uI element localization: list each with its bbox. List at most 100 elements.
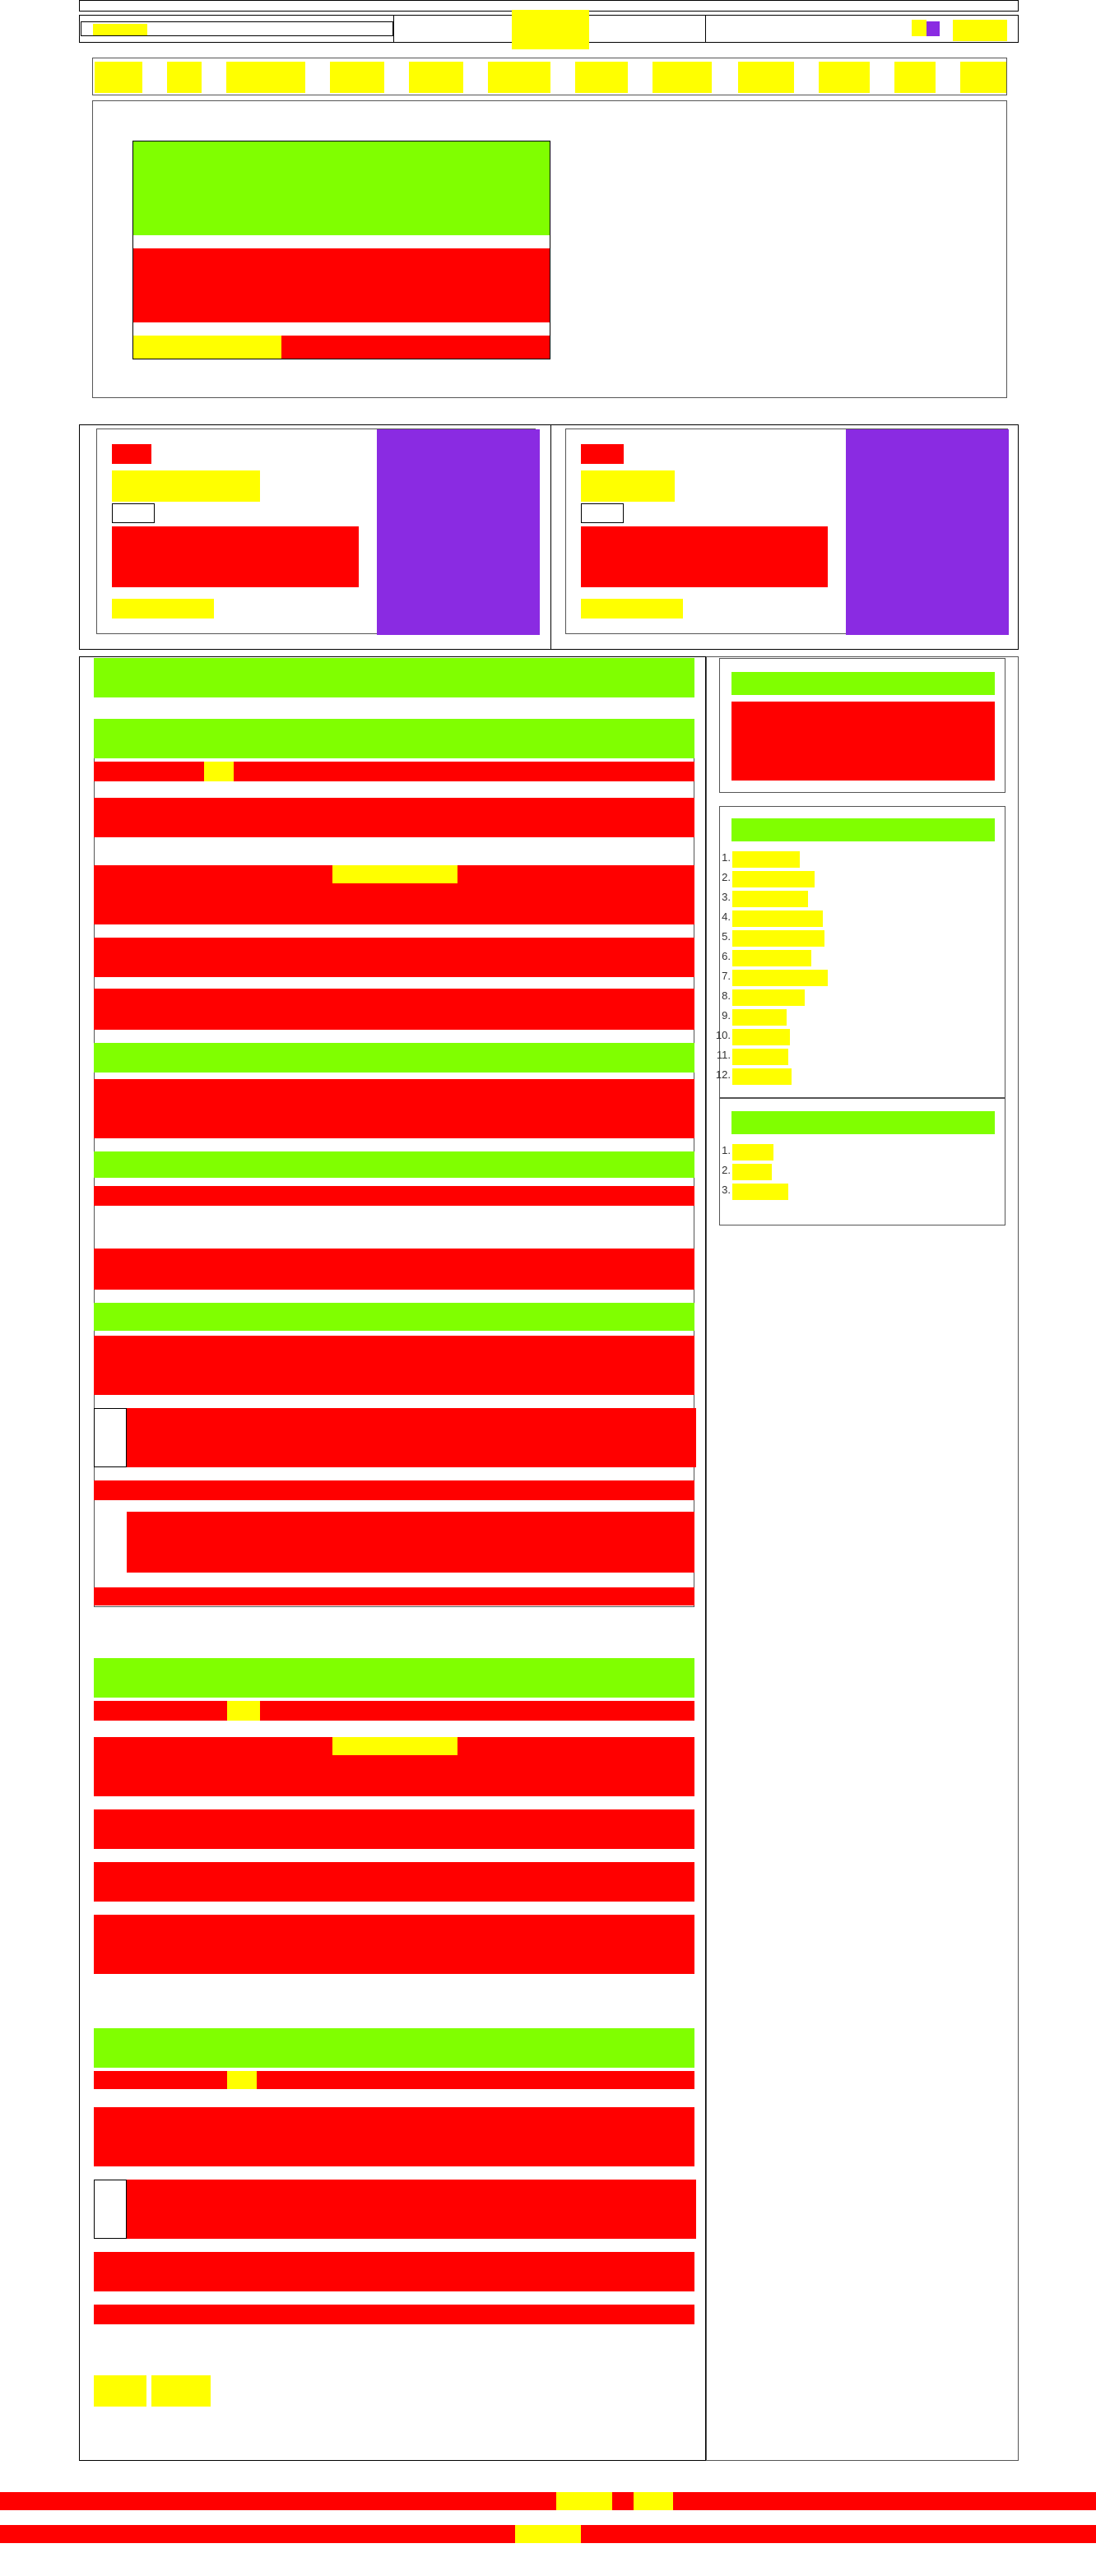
figure-caption [127,1408,696,1467]
list-item-link[interactable] [732,851,800,868]
pagination-next-button[interactable] [151,2375,211,2407]
list-item-link[interactable] [732,891,808,907]
article-paragraph [94,989,694,1030]
article-paragraph [94,2107,694,2166]
list-item-number: 6. [722,950,731,962]
main-nav [92,58,1007,95]
hero-section [92,100,1007,398]
list-item-number: 11. [716,1049,731,1061]
list-item-link[interactable] [732,1029,790,1045]
promo-image [846,429,1009,635]
list-item-number: 12. [715,1068,731,1081]
article-paragraph [94,1862,694,1902]
list-item-number: 4. [722,910,731,923]
sidebar-widget-ad [719,658,1005,793]
article-paragraph [94,938,694,977]
list-item-number: 1. [722,851,731,864]
list-item-link[interactable] [732,970,828,986]
promo-title [112,470,260,502]
promo-link[interactable] [112,599,214,619]
promo-divider [550,425,551,649]
list-item-link[interactable] [732,910,823,927]
user-icon[interactable] [912,20,926,36]
article-paragraph [94,2305,694,2324]
section-banner [94,658,694,697]
search-input[interactable] [81,21,393,36]
nav-item-12[interactable] [960,62,1006,93]
list-item-number: 2. [722,1164,731,1176]
promo-tag[interactable] [112,503,155,523]
list-heading [731,1111,995,1134]
hero-heading [133,141,550,235]
promo-card-1[interactable] [96,429,540,635]
avatar[interactable] [926,21,940,36]
nav-item-3[interactable] [226,62,305,93]
list-item-link[interactable] [732,950,811,966]
promo-row [79,424,1019,650]
list-item-link[interactable] [732,1068,792,1085]
site-logo[interactable] [512,10,589,49]
promo-link[interactable] [581,599,683,619]
hero-cta-button[interactable] [133,336,281,359]
pagination-prev-button[interactable] [94,2375,146,2407]
figure-thumbnail[interactable] [94,1408,127,1467]
list-item-link[interactable] [732,1164,772,1180]
nav-item-2[interactable] [167,62,202,93]
nav-item-5[interactable] [409,62,463,93]
list-item-link[interactable] [732,1184,788,1200]
article-author-link[interactable] [227,2071,257,2089]
article-paragraph [94,1587,694,1605]
nav-item-6[interactable] [488,62,550,93]
nav-item-10[interactable] [819,62,870,93]
article-paragraph [94,1249,694,1290]
list-item-link[interactable] [732,989,805,1006]
nav-item-9[interactable] [738,62,794,93]
article-subheading [94,1151,694,1178]
footer-links-bar [0,2492,1096,2510]
article-author-link[interactable] [227,1701,260,1721]
article-paragraph [94,2252,694,2291]
footer-copyright-bar [0,2525,1096,2543]
promo-title [581,470,675,502]
list-item-link[interactable] [732,930,824,947]
article-paragraph [94,1915,694,1974]
article-paragraph [94,1186,694,1206]
main-column [79,656,706,2461]
list-item-link[interactable] [732,1009,787,1026]
promo-tag[interactable] [581,503,624,523]
list-item-link[interactable] [732,1049,788,1065]
article-paragraph [94,1336,694,1395]
inline-link[interactable] [332,1737,457,1755]
nav-item-8[interactable] [652,62,712,93]
search-label [93,24,147,35]
nav-item-7[interactable] [575,62,628,93]
article-meta [94,2071,694,2089]
footer-link-b[interactable] [634,2492,673,2510]
nav-item-1[interactable] [95,62,142,93]
widget-body [731,702,995,781]
nav-item-4[interactable] [330,62,384,93]
article-author-link[interactable] [204,762,234,781]
list-item-number: 3. [722,891,731,903]
inline-link[interactable] [332,865,457,883]
article-title [94,2028,694,2068]
promo-kicker [581,444,624,464]
promo-image [377,429,540,635]
account-button[interactable] [953,20,1007,41]
promo-body [112,526,359,587]
article-subheading [94,1303,694,1331]
list-item-link[interactable] [732,871,815,887]
nav-item-11[interactable] [894,62,936,93]
list-item-number: 3. [722,1184,731,1196]
list-item-number: 9. [722,1009,731,1022]
sidebar-list-a [719,806,1005,1099]
figure-thumbnail[interactable] [94,2180,127,2239]
footer-link-a[interactable] [556,2492,612,2510]
article-meta [94,1701,694,1721]
promo-card-2[interactable] [565,429,1009,635]
article-paragraph [94,1809,694,1849]
right-column [706,656,1019,2461]
hero-card [132,141,550,359]
list-item-link[interactable] [732,1144,773,1161]
list-item-number: 1. [722,1144,731,1156]
